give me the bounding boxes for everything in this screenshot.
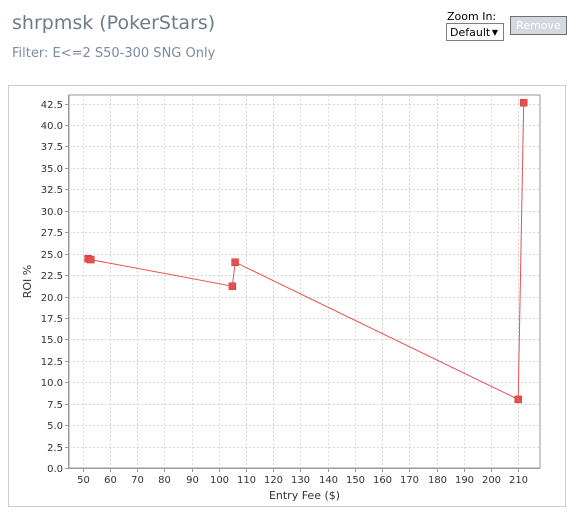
x-tick-label: 90 (186, 475, 199, 486)
x-tick-label: 200 (482, 475, 501, 486)
x-tick-label: 50 (77, 475, 90, 486)
x-tick-label: 170 (400, 475, 419, 486)
x-tick-label: 130 (291, 475, 310, 486)
data-point (514, 395, 522, 404)
y-tick-label: 25.0 (41, 250, 63, 261)
y-tick-label: 15.0 (41, 335, 63, 346)
plot-area (68, 94, 541, 469)
y-tick-label: 22.5 (41, 271, 63, 282)
x-tick-label: 100 (210, 475, 229, 486)
y-tick-label: 42.5 (41, 100, 63, 111)
data-point (228, 282, 237, 290)
x-tick-label: 180 (428, 475, 447, 486)
y-tick-label: 40.0 (41, 121, 63, 132)
x-tick-label: 150 (346, 475, 365, 486)
filter-text: Filter: E<=2 S50-300 SNG Only (12, 46, 216, 61)
y-tick-label: 37.5 (41, 142, 63, 153)
data-point (231, 258, 239, 266)
x-tick-label: 120 (264, 475, 283, 486)
chevron-down-icon: ▼ (491, 27, 499, 37)
zoom-select-value: Default (450, 26, 491, 39)
zoom-select[interactable]: Default ▼ (446, 23, 504, 41)
chart-panel: 50 60 70 80 90 100 110 120 130 140 150 160 170 180 190… (8, 85, 566, 507)
y-tick-label: 7.5 (47, 400, 63, 411)
x-tick-label: 160 (373, 475, 392, 486)
remove-button[interactable]: Remove (510, 16, 567, 35)
roi-chart: 50 60 70 80 90 100 110 120 130 140 150 160 170 180 190… (21, 94, 541, 502)
x-axis-label: Entry Fee ($) (269, 489, 340, 502)
y-tick-label: 0.0 (47, 464, 63, 475)
y-tick-label: 5.0 (47, 421, 63, 432)
y-tick-label: 32.5 (41, 185, 63, 196)
zoom-label: Zoom In: (447, 10, 497, 23)
x-tick-label: 190 (455, 475, 474, 486)
y-tick-label: 12.5 (41, 357, 63, 368)
y-axis-label: ROI % (21, 265, 34, 299)
y-tick-label: 10.0 (41, 378, 63, 389)
y-tick-label: 2.5 (47, 443, 63, 454)
y-tick-label: 30.0 (41, 207, 63, 218)
data-point (87, 255, 95, 264)
y-tick-label: 35.0 (41, 164, 63, 175)
y-tick-label: 17.5 (41, 314, 63, 325)
x-tick-label: 70 (131, 475, 144, 486)
y-tick-label: 27.5 (41, 228, 63, 239)
x-tick-label: 60 (104, 475, 117, 486)
page-title: shrpmsk (PokerStars) (12, 12, 216, 34)
y-tick-label: 20.0 (41, 293, 63, 304)
x-tick-label: 110 (237, 475, 256, 486)
x-tick-label: 210 (509, 475, 528, 486)
x-tick-label: 140 (319, 475, 338, 486)
x-tick-label: 80 (158, 475, 171, 486)
data-point (519, 98, 528, 107)
